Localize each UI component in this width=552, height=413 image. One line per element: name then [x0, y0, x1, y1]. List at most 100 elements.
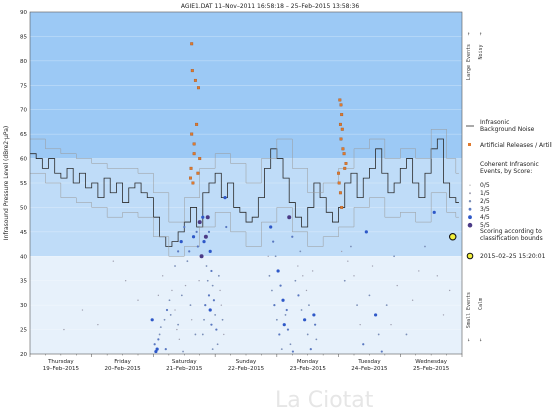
event-point — [285, 308, 288, 312]
event-point — [286, 328, 290, 331]
event-point — [219, 289, 221, 292]
event-point — [210, 269, 213, 273]
artillery-point — [190, 132, 194, 136]
event-point — [112, 260, 115, 262]
event-point — [405, 333, 408, 336]
side-arrow-up-2: → — [478, 32, 484, 35]
event-point — [207, 230, 211, 233]
event-point — [225, 225, 228, 229]
event-point — [210, 323, 213, 326]
event-point — [207, 294, 211, 297]
event-point — [436, 275, 439, 277]
event-point — [206, 279, 209, 282]
event-point — [362, 343, 365, 346]
event-point — [161, 275, 164, 277]
legend-highlight-label-2: classification bounds — [480, 235, 543, 242]
event-point — [191, 235, 196, 239]
event-point — [176, 328, 178, 331]
event-point — [284, 314, 287, 316]
event-point — [371, 265, 374, 267]
x-tick-date: 22–Feb–2015 — [228, 366, 265, 372]
event-point — [211, 348, 214, 351]
event-point — [364, 230, 368, 234]
legend-score-swatch — [468, 200, 472, 203]
event-point — [432, 210, 436, 214]
y-tick-label: 90 — [20, 10, 27, 16]
event-markers — [63, 196, 451, 354]
event-point — [220, 304, 223, 306]
event-point — [205, 215, 210, 220]
y-tick-label: 30 — [20, 303, 27, 309]
event-point — [340, 250, 343, 253]
event-point — [205, 265, 208, 267]
event-point — [179, 240, 183, 244]
event-point — [271, 289, 273, 292]
event-point — [353, 275, 355, 277]
legend-highlight-swatch — [466, 252, 474, 260]
artillery-point — [189, 176, 192, 180]
event-point — [197, 220, 202, 225]
event-point — [309, 348, 312, 351]
y-axis-ticks: 20 25 30 35 40 45 50 55 60 65 70 75 80 85 90 — [20, 10, 27, 358]
highlight-marker — [448, 232, 457, 241]
artillery-point — [192, 152, 196, 156]
event-point — [211, 284, 214, 287]
artillery-point — [189, 166, 193, 170]
side-arrow-down-2: ← — [478, 338, 484, 341]
event-point — [183, 225, 186, 229]
event-point — [297, 265, 299, 267]
event-point — [199, 254, 204, 259]
event-point — [268, 274, 271, 277]
event-point — [178, 338, 181, 341]
event-point — [273, 304, 276, 307]
event-point — [278, 333, 281, 336]
artillery-point — [198, 157, 202, 161]
event-point — [202, 240, 206, 244]
artillery-point — [192, 142, 196, 146]
event-point — [189, 304, 192, 307]
y-tick-label: 70 — [20, 108, 27, 114]
event-point — [424, 245, 426, 248]
event-point — [267, 255, 269, 257]
event-point — [201, 333, 204, 336]
legend-noise-label-1: Infrasonic — [480, 119, 509, 126]
event-point — [157, 294, 160, 297]
event-point — [203, 318, 205, 321]
side-arrow-up: → — [466, 32, 472, 35]
event-point — [343, 279, 346, 282]
side-arrow-down: ← — [466, 338, 472, 341]
event-point — [159, 326, 162, 329]
event-point — [208, 249, 212, 253]
event-point — [303, 318, 307, 322]
event-point — [291, 350, 295, 353]
event-point — [306, 333, 309, 336]
event-point — [198, 280, 200, 282]
artillery-point — [338, 98, 342, 102]
artillery-point — [339, 137, 343, 141]
event-point — [155, 347, 159, 351]
legend-score-swatch — [469, 192, 471, 195]
artillery-point — [341, 147, 345, 151]
x-tick-day: Wednesday — [415, 359, 448, 365]
legend-score-label: 3/5 — [480, 206, 490, 213]
event-point — [63, 328, 65, 331]
infrasound-chart: AGIE1.DAT 11–Nov–2011 16:58:18 – 25–Feb–… — [3, 3, 552, 372]
event-point — [275, 318, 278, 321]
event-point — [291, 235, 294, 238]
event-point — [269, 225, 273, 229]
event-point — [280, 348, 283, 351]
y-tick-label: 60 — [20, 157, 27, 163]
event-point — [272, 240, 275, 243]
event-point — [163, 318, 166, 321]
legend-score-swatch — [468, 215, 472, 220]
artillery-point — [337, 171, 341, 175]
event-point — [81, 309, 84, 311]
x-tick-day: Saturday — [172, 359, 198, 365]
event-point — [289, 343, 292, 346]
event-point — [165, 308, 169, 312]
event-point — [157, 338, 160, 341]
legend-highlight-label-1: Scoring according to — [480, 228, 542, 235]
event-point — [201, 215, 205, 219]
y-tick-label: 25 — [20, 328, 27, 334]
event-point — [418, 270, 420, 272]
